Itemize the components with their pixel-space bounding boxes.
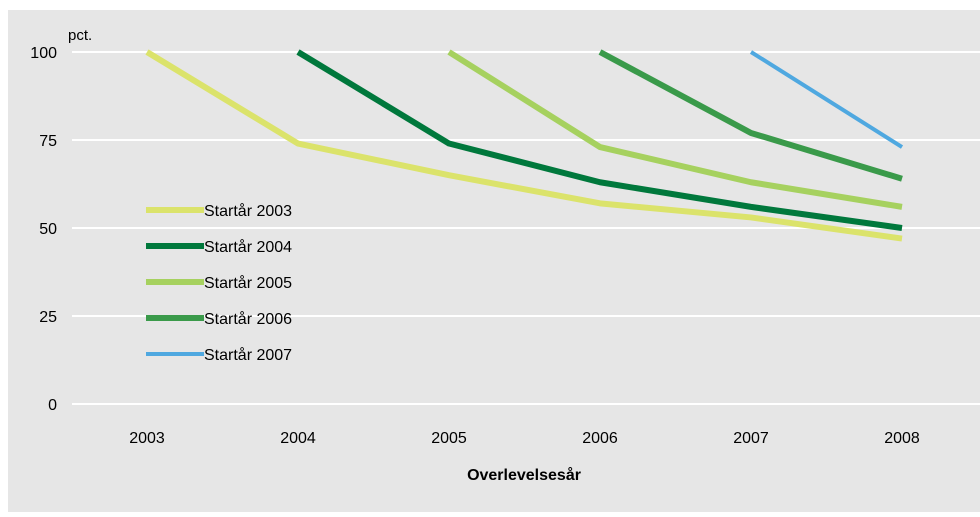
y-tick-label: 0	[48, 397, 57, 414]
x-tick-label: 2005	[431, 430, 467, 447]
x-tick-label: 2007	[733, 430, 769, 447]
y-tick-label: 25	[39, 309, 57, 326]
x-axis-label: Overlevelsesår	[467, 466, 581, 484]
legend-label-3: Startår 2005	[204, 274, 292, 292]
x-tick-label: 2004	[280, 430, 316, 447]
y-tick-label: 50	[39, 221, 57, 238]
y-axis-label: pct.	[68, 27, 92, 44]
legend-label-5: Startår 2007	[204, 346, 292, 364]
legend-label-1: Startår 2003	[204, 202, 292, 220]
legend-label-2: Startår 2004	[204, 238, 292, 256]
y-tick-label: 100	[30, 45, 57, 62]
x-tick-label: 2006	[582, 430, 618, 447]
x-tick-label: 2003	[129, 430, 165, 447]
x-tick-label: 2008	[884, 430, 920, 447]
y-tick-label: 75	[39, 133, 57, 150]
legend-label-4: Startår 2006	[204, 310, 292, 328]
